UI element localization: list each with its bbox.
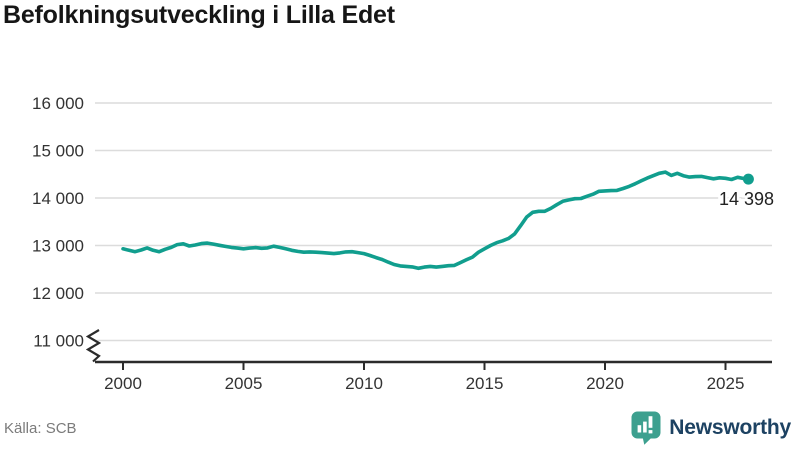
- data-series: [121, 170, 754, 271]
- latest-value-label: 14 398: [719, 189, 774, 209]
- axis-break-icon: [85, 329, 102, 363]
- y-tick-label: 11 000: [33, 332, 84, 351]
- gridlines: [95, 102, 772, 342]
- source-caption: Källa: SCB: [4, 420, 77, 437]
- population-line: [121, 170, 751, 271]
- x-tick-label: 2025: [707, 374, 745, 393]
- y-tick-label: 15 000: [32, 142, 84, 161]
- y-tick-label: 12 000: [32, 284, 84, 303]
- latest-point-dot: [742, 173, 754, 185]
- newsworthy-wordmark: Newsworthy: [669, 416, 791, 439]
- newsworthy-logo: Newsworthy: [631, 411, 791, 445]
- x-tick-label: 2010: [345, 374, 383, 393]
- chart-title: Befolkningsutveckling i Lilla Edet: [3, 1, 395, 29]
- x-tick-label: 2000: [104, 374, 142, 393]
- y-tick-label: 14 000: [32, 189, 84, 208]
- newsworthy-bubble-chart-icon: [631, 411, 661, 445]
- y-tick-label: 16 000: [32, 94, 84, 113]
- x-tick-label: 2005: [225, 374, 263, 393]
- x-tick-label: 2020: [586, 374, 624, 393]
- x-tick-label: 2015: [466, 374, 504, 393]
- axes: 11 000 12 000 13 000 14 000 15 000 16 000 2000…: [32, 94, 772, 393]
- y-tick-label: 13 000: [32, 237, 84, 256]
